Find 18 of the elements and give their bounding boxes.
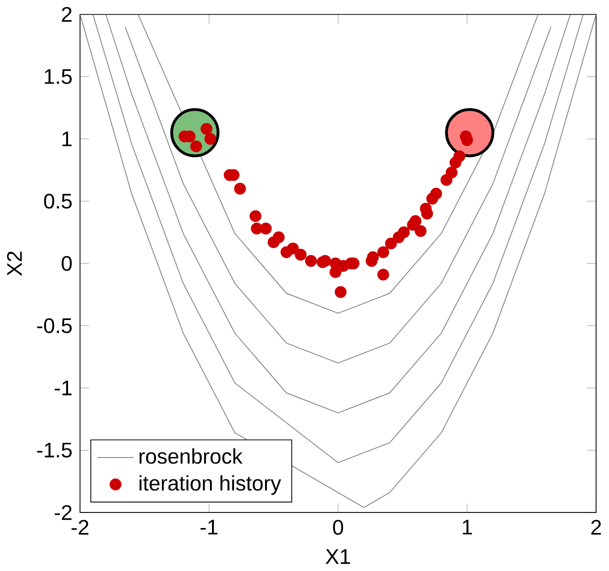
legend-label: rosenbrock [140, 448, 243, 464]
x-tick-label: -2 [72, 520, 88, 535]
y-tick-label: 0.5 [44, 194, 72, 209]
legend-label: iteration history [140, 475, 282, 495]
y-tick-label: -1.5 [37, 442, 72, 458]
y-tick-label: -1 [54, 380, 72, 396]
y-tick-label: -0.5 [37, 318, 72, 334]
y-tick-label: 0 [62, 256, 72, 271]
y-tick-label: 1 [62, 132, 72, 146]
x-tick-label: 1 [462, 520, 472, 534]
y-axis-title: X2 [7, 252, 22, 276]
y-tick-label: 2 [62, 7, 72, 22]
x-tick-label: -1 [200, 520, 218, 534]
x-tick-label: 0 [333, 520, 344, 535]
y-tick-label: 1.5 [44, 69, 72, 84]
x-tick-label: 2 [591, 520, 601, 535]
x-axis-title: X1 [326, 549, 350, 564]
y-tick-label: -2 [54, 505, 72, 520]
